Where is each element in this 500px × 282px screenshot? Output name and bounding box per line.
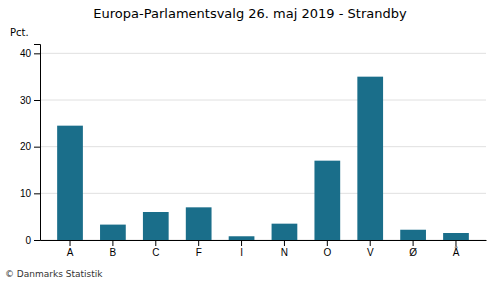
tick-mark (198, 240, 199, 246)
x-axis: ABCFINOVØÅ (41, 240, 487, 258)
tick-label: V (367, 247, 374, 258)
bar (57, 126, 83, 240)
tick: 20 (20, 141, 40, 152)
tick: V (367, 240, 374, 258)
bar (272, 224, 298, 240)
tick-label: F (196, 247, 202, 258)
tick-mark (413, 240, 414, 246)
tick-label: B (110, 247, 117, 258)
bar (357, 77, 383, 240)
tick: N (281, 240, 288, 258)
axis-title: Pct. (10, 27, 29, 38)
tick: 30 (20, 95, 40, 106)
title: Europa-Parlamentsvalg 26. maj 2019 - Str… (93, 6, 407, 21)
tick-mark (34, 100, 40, 101)
chart: Europa-Parlamentsvalg 26. maj 2019 - Str… (0, 0, 500, 282)
bar (186, 207, 212, 240)
tick: Å (453, 240, 460, 258)
tick-label: 20 (20, 141, 32, 152)
annotation: © Danmarks Statistik (5, 269, 103, 279)
bar (229, 236, 255, 240)
tick: B (110, 240, 117, 258)
tick: C (152, 240, 159, 258)
tick-mark (370, 240, 371, 246)
bar (314, 161, 340, 240)
axis-line (41, 240, 487, 241)
tick: A (67, 240, 74, 258)
tick-label: 40 (20, 48, 32, 59)
tick: Ø (409, 240, 417, 258)
tick-mark (455, 240, 456, 246)
tick-label: C (152, 247, 159, 258)
tick-mark (34, 53, 40, 54)
plot: 0 10 20 30 40 A B C F I N O V Ø Å (20, 45, 487, 259)
tick: 10 (20, 188, 40, 199)
tick-label: O (323, 247, 331, 258)
tick-label: 30 (20, 95, 32, 106)
grid (40, 53, 486, 240)
tick-mark (34, 147, 40, 148)
grid-line (40, 146, 486, 147)
tick: 40 (20, 48, 40, 59)
tick-mark (284, 240, 285, 246)
tick-label: Å (453, 246, 460, 258)
grid-line (40, 100, 486, 101)
grid-line (40, 53, 486, 54)
bar (400, 230, 426, 240)
bar (143, 212, 169, 240)
tick-label: 0 (25, 235, 31, 246)
axis-line (34, 45, 41, 241)
bar (100, 225, 126, 240)
bars (57, 77, 469, 240)
tick-mark (241, 240, 242, 246)
tick-label: Ø (409, 247, 417, 258)
tick-label: I (240, 247, 243, 258)
tick-mark (34, 240, 40, 241)
tick-mark (155, 240, 156, 246)
y-axis: 0 10 20 30 40 (20, 45, 41, 246)
tick: O (323, 240, 331, 258)
tick-mark (70, 240, 71, 246)
tick-label: N (281, 247, 288, 258)
tick-mark (34, 193, 40, 194)
tick-mark (112, 240, 113, 246)
tick-label: A (67, 247, 74, 258)
grid-line (40, 193, 486, 194)
tick: F (196, 240, 202, 258)
bar (443, 233, 469, 240)
tick-mark (327, 240, 328, 246)
tick: 0 (25, 235, 40, 246)
tick-label: 10 (20, 188, 32, 199)
tick: I (240, 240, 243, 258)
